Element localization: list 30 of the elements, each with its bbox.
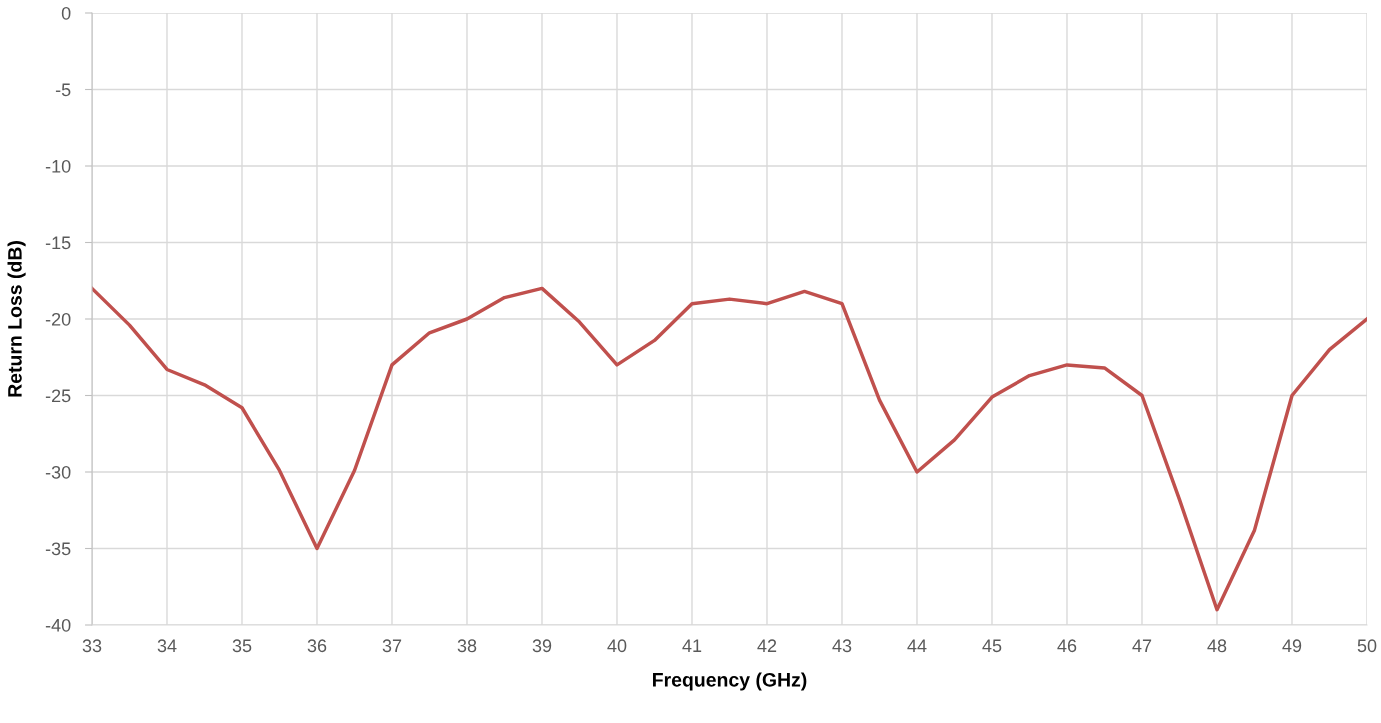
- y-tick-label: -20: [45, 312, 71, 326]
- x-tick-label: 46: [1057, 639, 1077, 653]
- y-tick-label: -30: [45, 465, 71, 479]
- x-tick-label: 40: [607, 639, 627, 653]
- x-tick-label: 44: [907, 639, 927, 652]
- x-tick-label: 33: [82, 639, 102, 653]
- y-tick-label: -5: [55, 83, 71, 97]
- line-series: [92, 286, 1367, 612]
- y-tick-label: -40: [45, 618, 71, 632]
- y-tick-label: -35: [45, 542, 71, 556]
- x-tick-label: 34: [157, 639, 177, 653]
- y-tick-label: 0: [61, 6, 71, 20]
- x-tick-label: 43: [832, 639, 852, 653]
- x-tick-label: 42: [757, 639, 777, 652]
- x-tick-label: 50: [1357, 639, 1377, 653]
- y-tick-label: -25: [45, 389, 71, 403]
- x-tick-label: 41: [682, 639, 702, 652]
- y-tick-label: -15: [45, 236, 71, 250]
- y-tick-label: -10: [45, 159, 71, 173]
- x-tick-label: 35: [232, 639, 252, 653]
- x-tick-label: 37: [382, 639, 402, 653]
- x-tick-label: 48: [1207, 639, 1227, 653]
- x-tick-label: 36: [307, 639, 327, 653]
- x-tick-label: 39: [532, 639, 552, 653]
- x-axis-title: Frequency (GHz): [653, 672, 807, 691]
- x-tick-label: 47: [1132, 639, 1152, 652]
- x-tick-label: 45: [982, 639, 1002, 653]
- x-tick-label: 38: [457, 639, 477, 653]
- y-axis-title: Return Loss (dB): [7, 241, 26, 397]
- x-tick-label: 49: [1282, 639, 1302, 653]
